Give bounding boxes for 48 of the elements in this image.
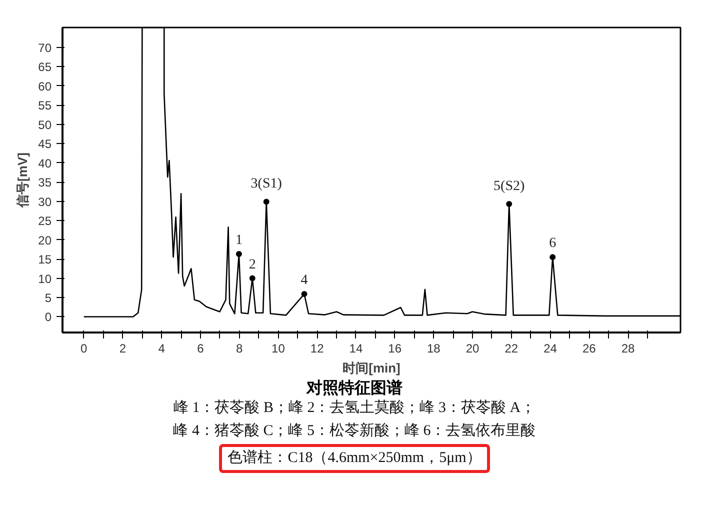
y-tick-label: 65 xyxy=(38,60,52,74)
text: 对照特征图谱 xyxy=(305,378,404,399)
x-axis-title: 时间[min] xyxy=(342,360,400,376)
annotation: 3(S1) xyxy=(250,176,282,192)
y-tick-label: 15 xyxy=(38,252,52,267)
text: 峰 1：茯苓酸 B；峰 2：去氢土莫酸；峰 3：茯苓酸 A； xyxy=(173,398,536,418)
y-tick-label: 50 xyxy=(38,118,52,132)
annotation: 1 xyxy=(235,233,242,248)
y-tick-label: 55 xyxy=(38,98,52,113)
x-tick-label: 14 xyxy=(349,342,363,356)
text: 色谱柱：C18（4.6mm×250mm，5μm） xyxy=(218,444,490,474)
x-tick-label: 18 xyxy=(427,342,441,356)
x-tick-label: 2 xyxy=(119,342,126,356)
x-tick-label: 16 xyxy=(388,342,402,356)
x-tick-label: 0 xyxy=(80,342,88,356)
point xyxy=(263,198,270,205)
x-tick-label: 8 xyxy=(236,342,244,356)
point xyxy=(506,201,512,208)
y-tick-label: 5 xyxy=(44,291,52,305)
point xyxy=(301,291,308,298)
y-tick-label: 30 xyxy=(38,194,52,209)
text: 峰 4：猪苓酸 C；峰 5：松苓新酸；峰 6：去氢依布里酸 xyxy=(173,422,536,441)
annotation: 2 xyxy=(248,257,256,272)
y-tick-label: 10 xyxy=(38,272,52,286)
y-tick-label: 0 xyxy=(44,310,52,324)
y-tick-label: 20 xyxy=(38,233,52,248)
y-tick-label: 40 xyxy=(38,156,52,170)
annotation: 4 xyxy=(300,273,308,288)
point xyxy=(550,254,556,260)
annotation: 5(S2) xyxy=(494,179,525,194)
x-tick-label: 28 xyxy=(621,342,636,356)
x-tick-label: 24 xyxy=(544,342,558,356)
point xyxy=(249,275,256,282)
x-tick-label: 6 xyxy=(197,342,204,356)
y-tick-label: 45 xyxy=(38,137,52,152)
x-tick-label: 26 xyxy=(582,342,596,356)
y-axis-title: 信号[mV] xyxy=(15,152,30,208)
x-tick-label: 4 xyxy=(158,342,166,356)
y-tick-label: 70 xyxy=(38,41,52,55)
y-tick-label: 60 xyxy=(38,79,52,94)
annotation: 6 xyxy=(549,236,556,252)
y-tick-label: 25 xyxy=(38,214,52,228)
x-tick-label: 22 xyxy=(504,342,518,356)
x-tick-label: 12 xyxy=(310,342,324,356)
x-tick-label: 20 xyxy=(466,342,480,356)
point xyxy=(236,251,242,258)
y-tick-label: 35 xyxy=(38,176,52,190)
x-tick-label: 10 xyxy=(272,342,286,356)
